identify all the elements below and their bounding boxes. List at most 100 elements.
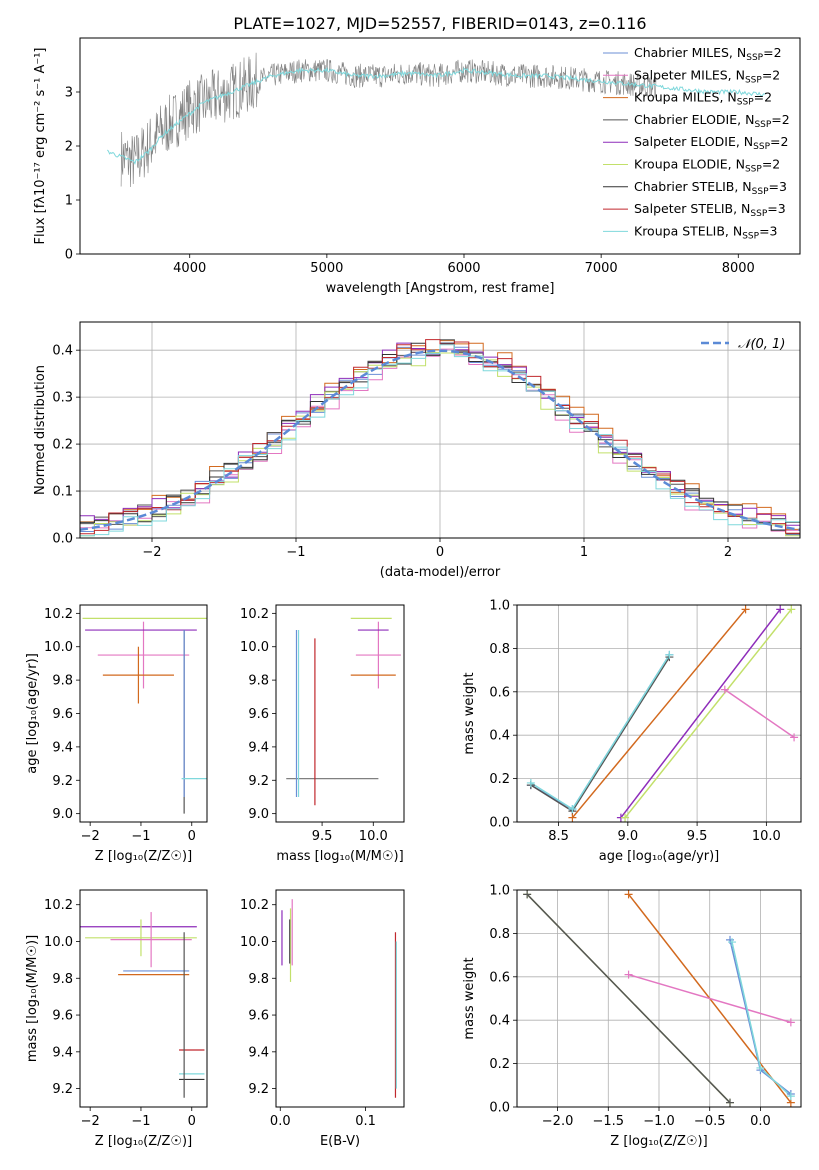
x-tick-label: 0 bbox=[188, 1114, 196, 1129]
x-tick-label: 2 bbox=[724, 545, 732, 560]
panel-age_vs_mass: 9.5 10.0 9.0 9.2 9.4 9.6 9.8 10.0 10.2 mass [log₁… bbox=[240, 604, 405, 864]
x-tick-label: 8.5 bbox=[548, 829, 569, 844]
y-tick-label: 9.8 bbox=[52, 674, 73, 689]
series-line bbox=[526, 893, 731, 1104]
series-line bbox=[628, 973, 792, 1024]
x-tick-label: 10.0 bbox=[752, 829, 781, 844]
x-tick-label: 9.0 bbox=[617, 829, 638, 844]
y-tick-label: 9.0 bbox=[52, 807, 73, 822]
x-tick-label: 0.0 bbox=[270, 1114, 291, 1129]
data-point bbox=[776, 605, 785, 614]
x-tick-label: 0.1 bbox=[355, 1114, 376, 1129]
legend-entry: Salpeter MILES, NSSP=2 bbox=[634, 67, 780, 85]
panel-weight_vs_Z: −2.0 −1.5 −1.0 −0.5 0.0 0.0 0.2 0.4 0.6 0.8 1.0 Z [… bbox=[462, 884, 802, 1149]
x-tick-label: −1 bbox=[131, 1114, 150, 1129]
plot-area bbox=[281, 899, 397, 1098]
data-point bbox=[665, 650, 674, 659]
y-axis-label: mass weight bbox=[462, 672, 477, 754]
x-axis-label: E(B-V) bbox=[320, 1134, 360, 1149]
legend-entry: 𝒩(0, 1) bbox=[738, 337, 785, 352]
data-point bbox=[523, 890, 532, 899]
y-tick-label: 9.4 bbox=[248, 1045, 269, 1060]
panel-residuals: −2 −1 0 1 2 0.0 0.1 0.2 0.3 0.4 (data-model)/error… bbox=[33, 321, 801, 580]
legend-entry: Salpeter ELODIE, NSSP=2 bbox=[634, 134, 788, 152]
x-tick-label: 0 bbox=[188, 829, 196, 844]
y-tick-label: 2 bbox=[65, 140, 73, 155]
axes-frame bbox=[79, 889, 208, 1108]
plot-area bbox=[80, 339, 800, 537]
figure-title: PLATE=1027, MJD=52557, FIBERID=0143, z=0… bbox=[233, 14, 646, 33]
x-tick-label: −1 bbox=[286, 545, 305, 560]
histogram-series bbox=[80, 339, 800, 535]
x-tick-label: −2 bbox=[81, 829, 100, 844]
data-point bbox=[526, 778, 535, 787]
x-axis-label: mass [log₁₀(M/M☉)] bbox=[276, 849, 403, 864]
x-tick-label: 7000 bbox=[585, 261, 618, 276]
plot-area bbox=[530, 608, 795, 819]
series-line bbox=[530, 654, 671, 811]
x-axis-label: Z [log₁₀(Z/Z☉)] bbox=[95, 849, 192, 864]
x-tick-label: −2.0 bbox=[542, 1114, 574, 1129]
x-tick-label: 10.0 bbox=[359, 829, 388, 844]
y-axis-label: Normed distribution bbox=[33, 365, 48, 495]
y-tick-label: 9.4 bbox=[52, 1045, 73, 1060]
x-axis-label: Z [log₁₀(Z/Z☉)] bbox=[610, 1134, 707, 1149]
legend-entry: Chabrier STELIB, NSSP=3 bbox=[634, 179, 787, 197]
axes-frame bbox=[79, 604, 208, 823]
x-axis-label: Z [log₁₀(Z/Z☉)] bbox=[95, 1134, 192, 1149]
x-axis-label: wavelength [Angstrom, rest frame] bbox=[326, 281, 555, 296]
y-tick-label: 0 bbox=[65, 248, 73, 263]
series-line bbox=[571, 608, 747, 819]
series-line bbox=[530, 654, 671, 811]
y-tick-label: 10.2 bbox=[240, 607, 269, 622]
axes-frame bbox=[275, 604, 405, 823]
y-tick-label: 0.8 bbox=[489, 642, 510, 657]
data-point bbox=[741, 605, 750, 614]
y-tick-label: 9.8 bbox=[248, 972, 269, 987]
data-point bbox=[624, 890, 633, 899]
data-point bbox=[756, 1063, 765, 1072]
plot-area bbox=[107, 52, 766, 188]
y-tick-label: 0.4 bbox=[489, 729, 510, 744]
x-tick-label: −1.5 bbox=[592, 1114, 624, 1129]
data-point bbox=[720, 685, 729, 694]
y-tick-label: 10.0 bbox=[44, 935, 73, 950]
data-point bbox=[787, 605, 796, 614]
axes-frame bbox=[516, 889, 802, 1108]
axes-frame bbox=[516, 604, 802, 823]
y-tick-label: 10.0 bbox=[240, 640, 269, 655]
y-tick-label: 9.8 bbox=[52, 972, 73, 987]
normal-reference-curve bbox=[80, 349, 800, 532]
x-tick-label: 9.5 bbox=[687, 829, 708, 844]
y-tick-label: 0.0 bbox=[52, 532, 73, 547]
y-tick-label: 9.2 bbox=[248, 1082, 269, 1097]
panel-spectrum: 4000 5000 6000 7000 8000 0 1 2 3 wavelength [Angs… bbox=[33, 37, 801, 296]
x-tick-label: 5000 bbox=[310, 261, 343, 276]
y-tick-label: 9.6 bbox=[52, 1009, 73, 1024]
y-tick-label: 10.2 bbox=[44, 607, 73, 622]
y-axis-label: age [log₁₀(age/yr)] bbox=[25, 653, 40, 774]
y-tick-label: 9.6 bbox=[52, 707, 73, 722]
data-point bbox=[568, 804, 577, 813]
series-line bbox=[724, 688, 795, 739]
y-tick-label: 10.0 bbox=[240, 935, 269, 950]
data-point bbox=[726, 1098, 734, 1107]
legend-entry: Chabrier MILES, NSSP=2 bbox=[634, 45, 782, 63]
data-point bbox=[621, 813, 630, 822]
x-tick-label: 4000 bbox=[173, 261, 206, 276]
series-line-model bbox=[107, 66, 766, 165]
x-tick-label: 1 bbox=[580, 545, 588, 560]
x-tick-label: 8000 bbox=[722, 261, 755, 276]
y-tick-label: 10.2 bbox=[240, 898, 269, 913]
legend-entry: Kroupa STELIB, NSSP=3 bbox=[634, 223, 778, 241]
histogram-series bbox=[80, 344, 800, 537]
plot-area bbox=[286, 617, 401, 806]
axes-frame bbox=[79, 321, 801, 539]
y-tick-label: 0.0 bbox=[489, 816, 510, 831]
y-tick-label: 9.2 bbox=[52, 774, 73, 789]
y-tick-label: 1.0 bbox=[489, 884, 510, 899]
y-tick-label: 0.6 bbox=[489, 970, 510, 985]
y-tick-label: 10.2 bbox=[44, 898, 73, 913]
axes-frame bbox=[275, 889, 405, 1108]
